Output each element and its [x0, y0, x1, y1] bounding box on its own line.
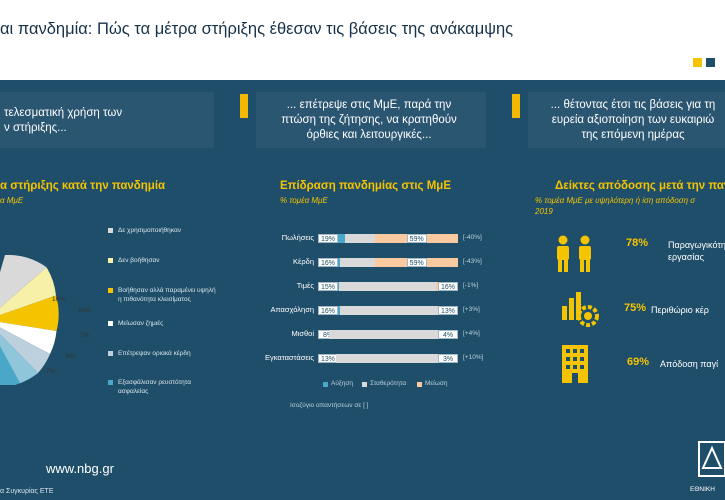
pie-label-3: 7% [80, 332, 90, 339]
indicator-label-2: Περιθώριο κέρ [651, 305, 709, 315]
website-link[interactable]: www.nbg.gr [46, 461, 114, 476]
bar-balance-label: [-40%] [463, 234, 482, 241]
band-2-marker [240, 94, 248, 118]
pie-label-5: 7% [46, 368, 56, 375]
bar-value-label: 13% [318, 354, 338, 363]
bar-category-label: Μισθοί [291, 329, 314, 338]
band-1-text: τελεσματική χρήση των ν στήριξης... [4, 107, 123, 134]
bar-value-label: 59% [406, 258, 427, 267]
pie-slice-liquidity-edge [0, 334, 38, 383]
bar-balance-label: [-43%] [463, 258, 482, 265]
bar-value-label: 16% [318, 306, 338, 315]
legend-swatch [108, 228, 113, 233]
bar-segment [339, 282, 436, 291]
pie-slice-reduced-losses [0, 322, 57, 354]
balance-footnote: Ισοζύγιο απαντήσεων σε [ ] [290, 402, 369, 409]
bar-segment [340, 306, 440, 315]
legend-decrease: Μείωση [425, 380, 448, 387]
indicator-pct-1: 78% [626, 237, 649, 249]
chart-gear-icon [562, 292, 599, 327]
pie-label-4: 8% [66, 353, 76, 360]
pie-slice-unused [0, 255, 47, 308]
indicator-pct-3: 69% [627, 356, 650, 368]
band-1 [0, 92, 214, 148]
pie-slice-not-helped [0, 267, 56, 316]
pie-label-2: 10% [78, 307, 92, 314]
bank-name: ΕΘΝΙΚΗ [690, 486, 715, 493]
legend-swatch [108, 258, 113, 263]
bar-segment [340, 258, 376, 267]
pie-subtitle: α ΜμΕ [0, 196, 24, 205]
indicator-pct-2: 75% [624, 302, 647, 314]
bar-segment [329, 330, 453, 339]
bar-value-label: 19% [318, 234, 338, 243]
legend-swatch-decrease [417, 382, 422, 387]
legend-item: Μείωσαν ζημιές [118, 320, 164, 327]
legend-item: Δεν βοήθησαν [118, 257, 160, 264]
blue-square-icon [706, 58, 715, 67]
people-icon [557, 235, 591, 272]
pie-chart [0, 255, 59, 385]
bar-category-label: Τιμές [296, 281, 314, 290]
legend-swatch [108, 321, 113, 326]
bar-value-label: 16% [318, 258, 338, 267]
building-icon [562, 345, 588, 383]
bar-chart-title: Επίδραση πανδημίας στις ΜμΕ [280, 180, 451, 192]
band-3-text: ... θέτοντας έτσι τις βάσεις για τη ευρε… [550, 99, 716, 141]
band-2 [256, 92, 486, 148]
legend-swatch [108, 288, 113, 293]
band-3-marker [512, 94, 520, 118]
bar-segment [336, 354, 454, 363]
bar-value-label: 59% [406, 234, 427, 243]
legend-swatch-stable [362, 382, 367, 387]
bar-value-label: 15% [318, 282, 338, 291]
bar-value-label: 16% [438, 282, 458, 291]
bar-value-label: 4% [438, 330, 458, 339]
bar-category-label: Πωλήσεις [281, 233, 314, 242]
band-2-text: ... επέτρεψε στις ΜμΕ, παρά την πτώση τη… [281, 99, 457, 141]
indicators-title: Δείκτες απόδοσης μετά την πανδημ [555, 180, 725, 192]
pie-label-1: 16% [52, 296, 66, 303]
bar-category-label: Εγκαταστάσεις [264, 353, 314, 362]
bar-value-label: 13% [438, 306, 458, 315]
indicator-label-1: Παραγωγικότητ εργασίας [668, 240, 725, 262]
bar-balance-label: [-1%] [463, 282, 479, 289]
bar-balance-label: [+4%] [463, 330, 480, 337]
bank-logo-icon [698, 441, 725, 477]
legend-swatch [108, 380, 113, 385]
bar-balance-label: [+10%] [463, 354, 484, 361]
page-title: αι πανδημία: Πώς τα μέτρα στήριξης έθεσα… [0, 20, 514, 38]
indicator-label-3: Απόδοση παγί [660, 359, 719, 369]
legend-item: Εξασφάλισαν ρευστότητα ασφαλείας [118, 379, 192, 395]
legend-swatch [108, 351, 113, 356]
bar-category-label: Απασχόληση [270, 305, 314, 314]
bar-balance-label: [+3%] [463, 306, 480, 313]
band-3 [528, 92, 725, 148]
pie-slice-marginal-profit [0, 327, 50, 373]
bar-chart-subtitle: % τομέα ΜμΕ [280, 196, 328, 205]
legend-increase: Αύξηση [331, 380, 354, 387]
indicators-subtitle: % τομέα ΜμΕ με υψηλότερη ή ίση απόδοση σ… [535, 196, 696, 216]
legend-item: Δε χρησιμοποιήθηκαν [118, 227, 181, 234]
legend-stable: Σταθερότητα [370, 380, 407, 387]
bar-segment [344, 234, 376, 243]
legend-item: Βοήθησαν αλλά παραμένει υψηλή η πιθανότη… [118, 287, 216, 303]
bar-value-label: 3% [438, 354, 458, 363]
pie-slice-helped-closing [0, 295, 59, 331]
legend-swatch-increase [323, 382, 328, 387]
top-bar: αι πανδημία: Πώς τα μέτρα στήριξης έθεσα… [0, 0, 725, 52]
bar-category-label: Κέρδη [293, 257, 314, 266]
pie-title: α στήριξης κατά την πανδημία [0, 180, 166, 192]
source-text: α Συγκυρίας ΕΤΕ [0, 488, 54, 495]
yellow-square-icon [693, 58, 702, 67]
legend-item: Επέτρεψαν οριακά κέρδη [118, 350, 191, 357]
